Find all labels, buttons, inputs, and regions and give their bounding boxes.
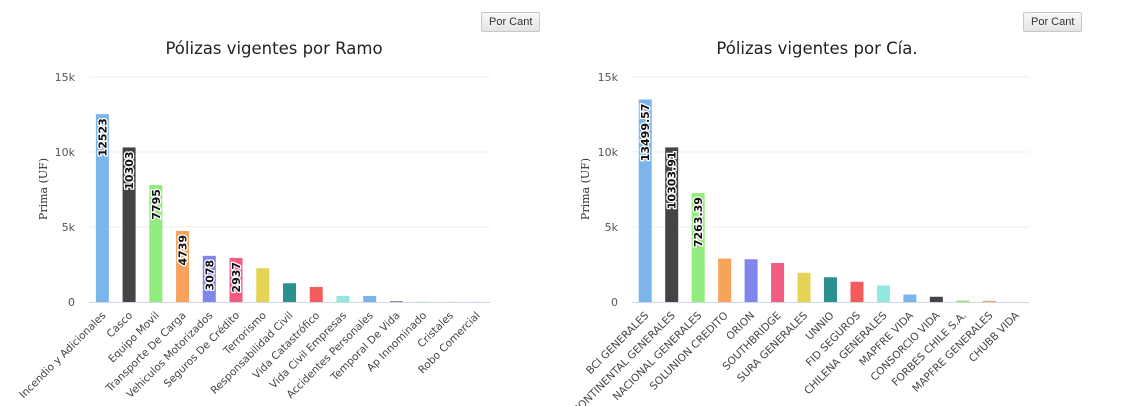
data-label: 4739 bbox=[177, 235, 190, 266]
data-label: 3078 bbox=[203, 260, 216, 291]
data-label: 13499.57 bbox=[639, 104, 652, 162]
y-tick-label: 5k bbox=[62, 221, 76, 234]
y-tick-label: 5k bbox=[605, 221, 619, 234]
bar bbox=[95, 114, 109, 302]
y-tick-label: 0 bbox=[611, 296, 618, 309]
data-label: 7263.39 bbox=[692, 197, 705, 247]
bar bbox=[982, 300, 996, 302]
bar-chart-ramo: Pólizas vigentes por Ramo Prima (UF) 0 5k… bbox=[17, 39, 490, 401]
y-tick-label: 15k bbox=[598, 71, 619, 84]
bar bbox=[229, 257, 243, 302]
chart-panel-ramo: Por Cant Pólizas vigentes por Ramo Prima… bbox=[0, 0, 560, 406]
y-axis-label: Prima (UF) bbox=[37, 158, 50, 220]
bar bbox=[797, 272, 811, 302]
data-label: 10303 bbox=[123, 151, 136, 189]
bar bbox=[850, 281, 864, 302]
bar bbox=[336, 296, 350, 302]
data-label: 7795 bbox=[150, 189, 163, 220]
bar bbox=[638, 99, 652, 303]
bar bbox=[824, 277, 837, 302]
bar bbox=[744, 259, 758, 302]
y-axis-label: Prima (UF) bbox=[579, 158, 592, 220]
bar bbox=[176, 230, 190, 302]
bar bbox=[876, 285, 890, 302]
bar bbox=[389, 301, 403, 302]
bar bbox=[718, 258, 732, 302]
y-tick-label: 0 bbox=[68, 296, 75, 309]
bar bbox=[929, 296, 943, 302]
data-label: 10303.91 bbox=[666, 151, 679, 209]
y-tick-label: 10k bbox=[55, 146, 76, 159]
bar bbox=[771, 263, 785, 302]
chart-title: Pólizas vigentes por Ramo bbox=[165, 39, 382, 58]
bar bbox=[256, 268, 270, 302]
bar bbox=[665, 147, 679, 302]
chart-title: Pólizas vigentes por Cía. bbox=[716, 39, 917, 58]
x-tick-label: Incendio y Adicionales bbox=[17, 310, 108, 401]
chart-panel-cia: Por Cant Pólizas vigentes por Cía. Prima… bbox=[560, 0, 1128, 406]
bar bbox=[956, 300, 970, 302]
bar bbox=[283, 283, 296, 302]
bar bbox=[149, 185, 163, 302]
bar bbox=[691, 193, 705, 302]
y-tick-label: 10k bbox=[598, 146, 619, 159]
sort-by-count-button[interactable]: Por Cant bbox=[1023, 12, 1083, 32]
data-label: 12523 bbox=[96, 118, 109, 156]
y-tick-label: 15k bbox=[55, 71, 76, 84]
bar bbox=[363, 296, 377, 302]
bar bbox=[309, 287, 323, 302]
sort-by-count-button[interactable]: Por Cant bbox=[481, 12, 541, 32]
bar bbox=[122, 147, 136, 302]
bar bbox=[903, 294, 917, 302]
data-label: 2937 bbox=[230, 262, 243, 293]
bar-chart-cia: Pólizas vigentes por Cía. Prima (UF) 0 5k… bbox=[571, 39, 1029, 406]
bar bbox=[202, 255, 216, 302]
